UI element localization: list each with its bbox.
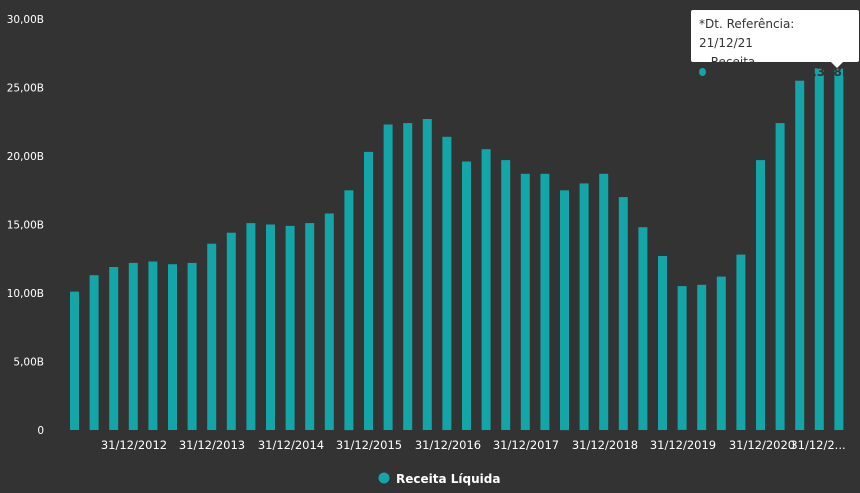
bar[interactable] xyxy=(422,119,432,430)
bar[interactable] xyxy=(560,190,569,431)
bar[interactable] xyxy=(148,261,158,431)
legend[interactable]: Receita Líquida xyxy=(378,472,501,486)
bar[interactable] xyxy=(481,149,491,430)
bar[interactable] xyxy=(403,123,413,430)
tooltip-series-label: Receita Líquida: xyxy=(710,55,759,88)
y-tick-label: 0 xyxy=(37,425,44,437)
bar[interactable] xyxy=(795,80,805,430)
bar[interactable] xyxy=(579,183,589,430)
bar[interactable] xyxy=(834,68,844,430)
bar[interactable] xyxy=(324,213,334,431)
x-tick-label: 31/12/2013 xyxy=(179,438,245,452)
tooltip-arrow xyxy=(831,62,843,68)
y-tick-label: 30,00B xyxy=(7,14,44,26)
bar-series xyxy=(70,68,844,431)
y-axis: 0 5,00B 10,00B 15,00B 20,00B 25,00B 30,00B xyxy=(7,14,44,437)
bar[interactable] xyxy=(207,243,217,430)
x-tick-label: 31/12/2014 xyxy=(258,438,324,452)
tooltip-date: *Dt. Referência: 21/12/21 xyxy=(699,17,795,50)
bar[interactable] xyxy=(168,264,177,430)
bar[interactable] xyxy=(814,68,824,431)
y-tick-label: 25,00B xyxy=(7,83,44,95)
x-tick-label: 31/12/2017 xyxy=(493,438,559,452)
bar[interactable] xyxy=(246,223,256,430)
bar[interactable] xyxy=(128,262,138,430)
x-tick-label: 31/12/2012 xyxy=(101,438,167,452)
bar[interactable] xyxy=(70,291,79,430)
bar[interactable] xyxy=(697,284,707,430)
x-axis: 31/12/2012 31/12/2013 31/12/2014 31/12/2015… xyxy=(101,438,846,452)
bar[interactable] xyxy=(599,173,609,431)
bar[interactable] xyxy=(540,173,550,431)
bar[interactable] xyxy=(89,275,99,430)
bar[interactable] xyxy=(305,223,315,430)
bar[interactable] xyxy=(716,276,726,430)
bar[interactable] xyxy=(520,173,530,431)
legend-marker xyxy=(378,472,390,484)
x-tick-label: 31/12/2... xyxy=(790,438,845,452)
bar[interactable] xyxy=(226,232,236,430)
bar[interactable] xyxy=(658,256,667,430)
x-tick-label: 31/12/2016 xyxy=(415,438,481,452)
bar[interactable] xyxy=(109,267,119,430)
bar[interactable] xyxy=(618,197,628,430)
x-tick-label: 31/12/2015 xyxy=(336,438,402,452)
bar[interactable] xyxy=(442,136,452,431)
bar[interactable] xyxy=(775,123,785,430)
tooltip-value: 26,378B xyxy=(795,64,851,79)
bar[interactable] xyxy=(383,124,393,431)
bar[interactable] xyxy=(736,254,746,430)
bar[interactable] xyxy=(501,160,511,430)
bar[interactable] xyxy=(187,262,197,430)
y-tick-label: 20,00B xyxy=(7,151,44,163)
bar[interactable] xyxy=(677,286,687,430)
tooltip-series-marker xyxy=(699,68,706,76)
bar[interactable] xyxy=(638,227,648,430)
y-tick-label: 10,00B xyxy=(7,288,44,300)
y-tick-label: 15,00B xyxy=(7,220,44,232)
bar[interactable] xyxy=(462,161,471,431)
y-tick-label: 5,00B xyxy=(13,357,44,369)
bar[interactable] xyxy=(285,225,295,430)
bar[interactable] xyxy=(344,190,354,431)
tooltip: *Dt. Referência: 21/12/21 Receita Líquid… xyxy=(691,10,859,88)
bar[interactable] xyxy=(364,151,373,430)
bar[interactable] xyxy=(756,160,765,430)
bar[interactable] xyxy=(266,224,275,431)
x-tick-label: 31/12/2020 xyxy=(729,438,795,452)
x-tick-label: 31/12/2019 xyxy=(650,438,716,452)
x-tick-label: 31/12/2018 xyxy=(572,438,638,452)
legend-label: Receita Líquida xyxy=(396,472,500,486)
